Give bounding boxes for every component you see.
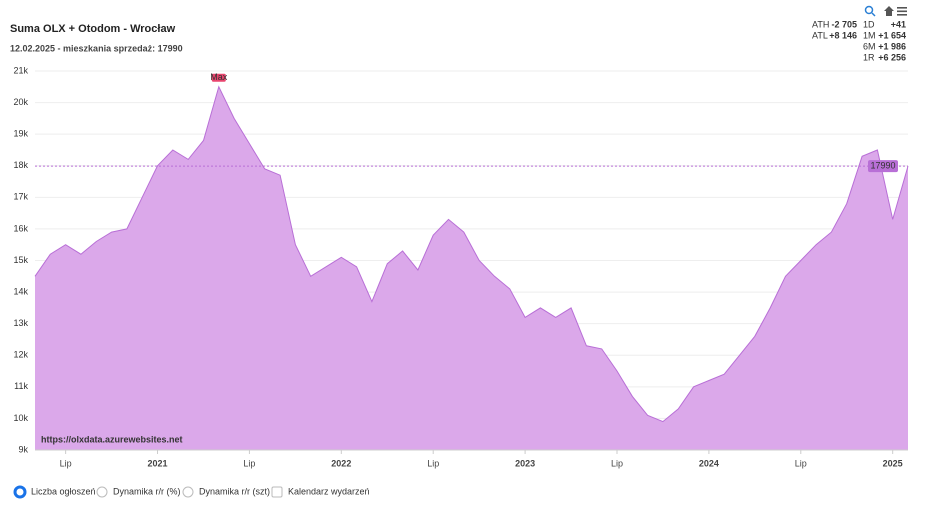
y-tick-label: 10k	[13, 413, 28, 423]
y-tick-label: 13k	[13, 318, 28, 328]
x-tick-label: 2025	[883, 458, 903, 468]
stat-value: +6 256	[878, 52, 906, 62]
x-tick-label: Lip	[795, 458, 807, 468]
area	[35, 86, 908, 451]
menu-icon[interactable]	[897, 7, 907, 9]
stat-label: ATH	[812, 19, 829, 29]
stat-label: 1D	[863, 19, 875, 29]
menu-icon	[897, 14, 907, 16]
x-tick-label: 2023	[515, 458, 535, 468]
x-tick-label: 2024	[699, 458, 719, 468]
y-tick-label: 20k	[13, 97, 28, 107]
checkbox[interactable]	[271, 486, 283, 498]
option-label[interactable]: Dynamika r/r (%)	[113, 486, 181, 496]
y-tick-label: 11k	[14, 381, 28, 391]
toolbar	[864, 5, 907, 17]
radio[interactable]	[182, 486, 194, 498]
y-tick-label: 19k	[13, 129, 28, 139]
y-tick-label: 15k	[13, 255, 28, 265]
option-label[interactable]: Liczba ogłoszeń	[31, 486, 96, 496]
reference-label: 17990	[870, 160, 895, 170]
stat-label: 1M	[863, 30, 876, 40]
y-tick-label: 17k	[13, 192, 28, 202]
stat-label: 1R	[863, 52, 875, 62]
stat-value: +1 986	[878, 41, 906, 51]
radio[interactable]	[96, 486, 108, 498]
y-tick-label: 18k	[13, 160, 28, 170]
x-tick-label: 2022	[331, 458, 351, 468]
watermark: https://olxdata.azurewebsites.net	[41, 434, 183, 444]
stat-value: +1 654	[878, 30, 906, 40]
stat-value: +41	[891, 19, 906, 29]
max-label: Max	[210, 72, 228, 82]
home-icon[interactable]	[884, 6, 894, 16]
option-label[interactable]: Kalendarz wydarzeń	[288, 486, 370, 496]
stat-label: ATL	[812, 30, 828, 40]
x-tick-label: Lip	[611, 458, 623, 468]
chart-title: Suma OLX + Otodom - Wrocław	[10, 23, 176, 35]
chart-subtitle: 12.02.2025 - mieszkania sprzedaż: 17990	[10, 43, 183, 53]
x-tick-label: Lip	[427, 458, 439, 468]
y-tick-label: 21k	[13, 65, 28, 75]
y-tick-label: 14k	[13, 286, 28, 296]
zoom-icon-handle	[871, 12, 876, 17]
max-badge	[211, 73, 226, 82]
y-tick-label: 12k	[13, 350, 28, 360]
x-tick-label: Lip	[243, 458, 255, 468]
menu-icon	[897, 10, 907, 13]
stat-value: -2 705	[831, 19, 857, 29]
y-tick-label: 16k	[13, 223, 28, 233]
radio[interactable]	[13, 485, 27, 499]
option-label[interactable]: Dynamika r/r (szt)	[199, 486, 270, 496]
line	[34, 85, 909, 423]
y-tick-label: 9k	[18, 444, 28, 454]
x-tick-label: 2021	[148, 458, 168, 468]
stat-label: 6M	[863, 41, 876, 51]
reference-badge	[868, 160, 898, 173]
zoom-icon[interactable]	[864, 5, 874, 15]
x-tick-label: Lip	[60, 458, 72, 468]
stat-value: +8 146	[829, 30, 857, 40]
